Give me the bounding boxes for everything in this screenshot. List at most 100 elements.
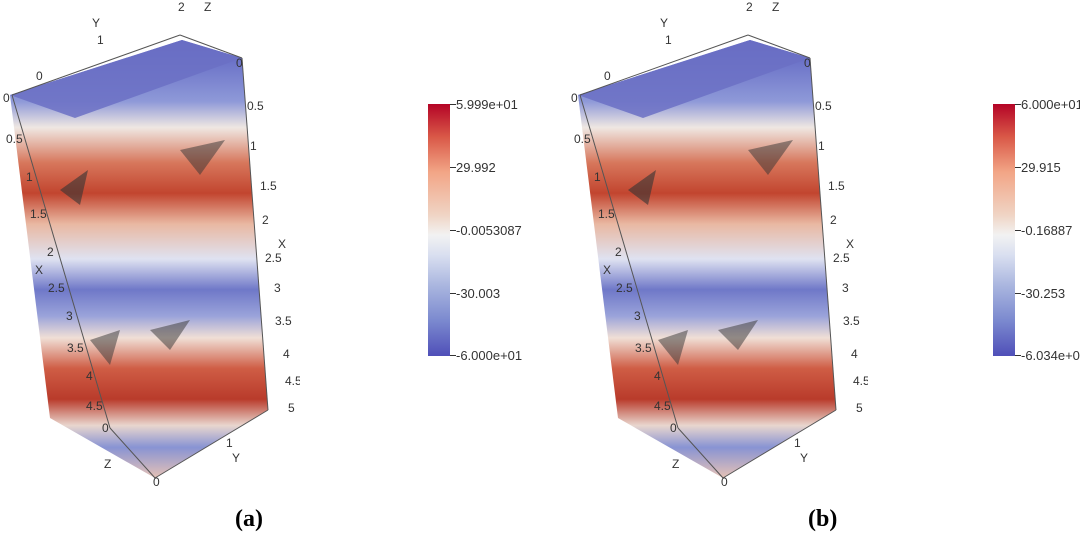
box-edge bbox=[11, 34, 181, 96]
y-axis-tick: 1 bbox=[794, 436, 801, 450]
x-axis-tick-right: 2.5 bbox=[833, 251, 850, 265]
x-axis-tick-left: 0.5 bbox=[6, 132, 23, 146]
x-axis-tick-left: 1 bbox=[26, 170, 33, 184]
z-axis-tick: 0 bbox=[102, 421, 109, 435]
box-edge bbox=[179, 34, 243, 59]
surface-shadow bbox=[658, 330, 688, 365]
x-axis-tick-left: 4.5 bbox=[86, 399, 103, 413]
x-axis-tick-left: 0 bbox=[571, 91, 578, 105]
surface-plot-3d: Y 1 2 Z 0 0 0 0.5 1 1.5 2 X 2.5 3 3.5 4 … bbox=[571, 0, 868, 489]
colorbar: 6.000e+01 29.915 -0.16887 -30.253 -6.034… bbox=[993, 98, 1080, 363]
colorbar-label: -30.003 bbox=[456, 286, 501, 301]
colorbar-tick bbox=[1015, 230, 1021, 231]
y-axis-tick: 0 bbox=[604, 69, 611, 83]
x-axis-tick-right: 1 bbox=[250, 139, 257, 153]
y-axis-label: Y bbox=[660, 16, 668, 30]
z-axis-tick: 0 bbox=[804, 56, 811, 70]
y-axis-tick: 0 bbox=[36, 69, 43, 83]
surface-top-face bbox=[578, 40, 810, 118]
x-axis-tick-right: 4.5 bbox=[285, 374, 300, 388]
y-axis-tick: 1 bbox=[226, 436, 233, 450]
y-axis-tick: 2 bbox=[178, 0, 185, 14]
x-axis-tick-right: 0.5 bbox=[247, 99, 264, 113]
x-axis-tick-left: 3.5 bbox=[67, 341, 84, 355]
z-axis-label: Z bbox=[104, 457, 111, 471]
x-axis-tick-right: 4 bbox=[851, 347, 858, 361]
box-edge bbox=[241, 57, 269, 411]
z-axis-label: Z bbox=[772, 0, 779, 14]
x-axis-tick-left: 4 bbox=[654, 369, 661, 383]
z-axis-tick: 0 bbox=[670, 421, 677, 435]
y-axis-label: Y bbox=[232, 451, 240, 465]
x-axis-tick-right: 4 bbox=[283, 347, 290, 361]
box-edge bbox=[722, 409, 837, 479]
box-edge bbox=[11, 94, 111, 429]
x-axis-tick-right: 1 bbox=[818, 139, 825, 153]
box-edge bbox=[677, 427, 724, 479]
colorbar-min-label: -6.034e+01 bbox=[1021, 348, 1080, 363]
x-axis-label-right: X bbox=[846, 237, 854, 251]
panel-caption: (b) bbox=[808, 506, 838, 532]
surface-shadow bbox=[60, 170, 88, 205]
x-axis-tick-left: 0 bbox=[3, 91, 10, 105]
colorbar-tick bbox=[1015, 104, 1021, 105]
x-axis-label-left: X bbox=[603, 263, 611, 277]
colorbar-tick bbox=[1015, 167, 1021, 168]
y-axis-label: Y bbox=[800, 451, 808, 465]
colorbar: 5.999e+01 29.992 -0.0053087 -30.003 -6.0… bbox=[428, 98, 522, 363]
surface-shadow bbox=[628, 170, 656, 205]
x-axis-tick-right: 3.5 bbox=[275, 314, 292, 328]
x-axis-tick-left: 2.5 bbox=[48, 281, 65, 295]
box-edge bbox=[154, 409, 269, 479]
panel-caption: (a) bbox=[235, 506, 263, 532]
box-edge bbox=[809, 57, 837, 411]
x-axis-tick-left: 2 bbox=[47, 245, 54, 259]
x-axis-tick-left: 0.5 bbox=[574, 132, 591, 146]
x-axis-tick-left: 3 bbox=[66, 309, 73, 323]
surface-shadow bbox=[718, 320, 758, 350]
surface-shadow bbox=[180, 140, 225, 175]
x-axis-tick-left: 4.5 bbox=[654, 399, 671, 413]
x-axis-tick-right: 5 bbox=[856, 401, 863, 415]
box-edge bbox=[747, 34, 811, 59]
panel-b: Y 1 2 Z 0 0 0 0.5 1 1.5 2 X 2.5 3 3.5 4 … bbox=[568, 0, 1080, 538]
colorbar-label: -0.16887 bbox=[1021, 223, 1073, 238]
y-axis-tick: 2 bbox=[746, 0, 753, 14]
x-axis-tick-right: 2.5 bbox=[265, 251, 282, 265]
box-edge bbox=[579, 34, 749, 96]
y-axis-tick: 1 bbox=[665, 33, 672, 47]
x-axis-tick-right: 4.5 bbox=[853, 374, 868, 388]
surface-shadow bbox=[90, 330, 120, 365]
x-axis-tick-left: 1 bbox=[594, 170, 601, 184]
x-axis-label-right: X bbox=[278, 237, 286, 251]
colorbar-tick bbox=[1015, 355, 1021, 356]
colorbar-tick bbox=[450, 230, 456, 231]
x-axis-label-left: X bbox=[35, 263, 43, 277]
colorbar-tick bbox=[1015, 293, 1021, 294]
colorbar-label: -0.0053087 bbox=[456, 223, 522, 238]
x-axis-tick-left: 1.5 bbox=[30, 207, 47, 221]
colorbar-label: 29.915 bbox=[1021, 160, 1061, 175]
surface-shadow bbox=[748, 140, 793, 175]
z-axis-label: Z bbox=[204, 0, 211, 14]
colorbar-tick bbox=[450, 293, 456, 294]
x-axis-tick-left: 4 bbox=[86, 369, 93, 383]
y-axis-label: Y bbox=[92, 16, 100, 30]
z-axis-label: Z bbox=[672, 457, 679, 471]
surface-plot-3d: Y 1 2 Z 0 0 0 0.5 1 1.5 2 X 2.5 3 3.5 4 … bbox=[3, 0, 300, 489]
x-axis-tick-left: 3 bbox=[634, 309, 641, 323]
x-axis-tick-right: 2 bbox=[262, 213, 269, 227]
y-axis-tick: 1 bbox=[97, 33, 104, 47]
box-edge bbox=[579, 94, 679, 429]
colorbar-tick bbox=[450, 104, 456, 105]
colorbar-min-label: -6.000e+01 bbox=[456, 348, 523, 363]
x-axis-tick-right: 5 bbox=[288, 401, 295, 415]
colorbar-gradient bbox=[428, 104, 450, 356]
colorbar-gradient bbox=[993, 104, 1015, 356]
x-axis-tick-left: 2.5 bbox=[616, 281, 633, 295]
y-axis-tick: 0 bbox=[721, 475, 728, 489]
surface-shadow bbox=[150, 320, 190, 350]
x-axis-tick-left: 3.5 bbox=[635, 341, 652, 355]
colorbar-max-label: 5.999e+01 bbox=[456, 97, 518, 112]
colorbar-label: -30.253 bbox=[1021, 286, 1066, 301]
